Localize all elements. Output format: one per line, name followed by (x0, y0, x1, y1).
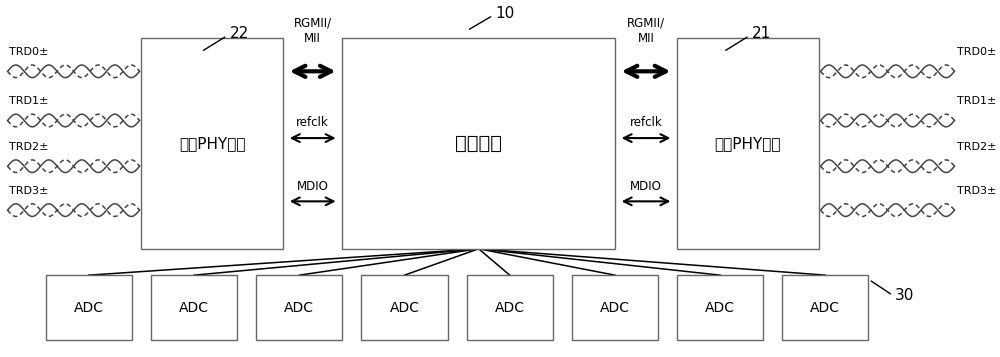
Bar (46, 275, 132, 340)
Text: TRD2±: TRD2± (957, 142, 997, 152)
Text: TRD3±: TRD3± (957, 186, 997, 196)
Text: ADC: ADC (390, 301, 420, 315)
Text: 30: 30 (895, 288, 915, 303)
Bar (782, 275, 868, 340)
Text: TRD3±: TRD3± (9, 186, 49, 196)
Bar (467, 275, 553, 340)
Text: TRD1±: TRD1± (957, 96, 997, 106)
Text: ADC: ADC (600, 301, 630, 315)
Text: TRD0±: TRD0± (957, 47, 997, 57)
Text: 主控芯片: 主控芯片 (455, 134, 502, 153)
Text: 10: 10 (495, 6, 515, 21)
Bar (677, 38, 819, 249)
Bar (151, 275, 237, 340)
Text: TRD2±: TRD2± (9, 142, 49, 152)
Text: 第二PHY芯片: 第二PHY芯片 (179, 136, 246, 151)
Text: ADC: ADC (179, 301, 209, 315)
Text: RGMII/
MII: RGMII/ MII (627, 17, 665, 45)
Bar (256, 275, 342, 340)
Bar (361, 275, 448, 340)
Text: ADC: ADC (705, 301, 735, 315)
Text: MDIO: MDIO (630, 180, 662, 192)
Text: refclk: refclk (630, 116, 662, 129)
Text: MDIO: MDIO (297, 180, 329, 192)
Text: ADC: ADC (495, 301, 525, 315)
Bar (677, 275, 763, 340)
Text: ADC: ADC (74, 301, 104, 315)
Text: 22: 22 (229, 26, 249, 41)
Text: 21: 21 (752, 26, 771, 41)
Bar (342, 38, 615, 249)
Text: TRD0±: TRD0± (9, 47, 49, 57)
Text: refclk: refclk (296, 116, 329, 129)
Text: ADC: ADC (810, 301, 840, 315)
Text: 第一PHY芯片: 第一PHY芯片 (715, 136, 781, 151)
Bar (572, 275, 658, 340)
Text: ADC: ADC (284, 301, 314, 315)
Text: RGMII/
MII: RGMII/ MII (294, 17, 332, 45)
Bar (141, 38, 283, 249)
Text: TRD1±: TRD1± (9, 96, 49, 106)
